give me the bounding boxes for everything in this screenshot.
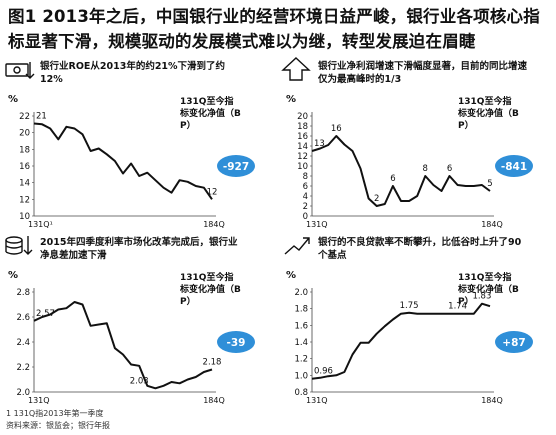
data-label: 1.75 (400, 301, 419, 311)
data-label: 12 (207, 187, 218, 197)
panel-profit-growth: 银行业净利润增速下滑幅度显著，目前的同比增速仅为最高峰时的1/3% 131Q至今指… (281, 56, 552, 232)
y-tick-label: 1.6 (294, 321, 308, 331)
y-tick-label: 2 (303, 202, 308, 212)
stacked-coins-down-icon (5, 236, 33, 255)
data-label: 0.96 (314, 367, 333, 377)
x-end-label: 184Q (481, 396, 503, 405)
change-badge (217, 155, 255, 177)
y-tick-label: 22 (19, 112, 30, 122)
profit-growth-chart: 银行业净利润增速下滑幅度显著，目前的同比增速仅为最高峰时的1/3% 131Q至今指… (281, 57, 533, 229)
x-end-label: 184Q (203, 220, 225, 229)
panel-caption: 2015年四季度利率市场化改革完成后，银行业净息差加速下滑 (40, 236, 238, 261)
y-tick-label: 1.8 (294, 305, 308, 315)
y-tick-label: 1.4 (294, 338, 308, 348)
series-line (311, 302, 491, 380)
data-label: 6 (390, 174, 395, 184)
y-tick-label: 6 (303, 182, 308, 192)
y-tick-label: 12 (297, 152, 308, 162)
metric-label: 131Q至今指标变化净值（B P） (457, 95, 519, 131)
data-label: 8 (423, 164, 428, 174)
arrow-up-outline-icon (281, 57, 311, 81)
data-label: 5 (487, 179, 492, 189)
money-bill-down-icon (5, 62, 35, 79)
series-line (311, 135, 491, 207)
x-start-label: 131Q (306, 396, 328, 405)
x-start-label: 131Q¹ (28, 220, 53, 229)
metric-label: 131Q至今指标变化净值（B P） (179, 95, 241, 131)
change-badge-value: -927 (223, 161, 249, 173)
y-tick-label: 2.6 (16, 313, 30, 323)
change-badge (495, 331, 533, 353)
change-badge (217, 331, 255, 353)
change-badge (495, 155, 533, 177)
footnote-definition: 1 131Q指2013年第一季度 (6, 409, 104, 418)
metric-label: 131Q至今指标变化净值（B P） (457, 271, 519, 307)
roe-chart: 银行业ROE从2013年的约21%下滑到了约 12%% 131Q至今指标变化净值（B… (5, 60, 255, 229)
y-tick-label: 8 (303, 172, 308, 182)
data-label: 2.03 (130, 376, 149, 386)
figure-title: 图1 2013年之后，中国银行业的经营环境日益严峻，银行业各项核心指标显著下滑，… (8, 7, 540, 51)
arrow-up-trend-icon (284, 237, 310, 255)
x-start-label: 131Q (306, 220, 328, 229)
data-label: 1.83 (472, 292, 491, 302)
change-badge-value: -841 (501, 161, 527, 173)
panel-roe: 银行业ROE从2013年的约21%下滑到了约 12%% 131Q至今指标变化净值（B… (4, 56, 274, 232)
data-label: 13 (314, 139, 325, 149)
y-tick-label: 0 (303, 212, 308, 222)
x-start-label: 131Q (28, 396, 50, 405)
metric-label: 131Q至今指标变化净值（B P） (179, 271, 241, 307)
y-tick-label: 2.0 (294, 288, 308, 298)
y-tick-label: 20 (19, 129, 30, 139)
y-tick-label: 10 (19, 212, 30, 222)
x-end-label: 184Q (203, 396, 225, 405)
change-badge-value: -39 (227, 337, 246, 349)
y-tick-label: 20 (297, 112, 308, 122)
y-tick-label: 4 (303, 192, 308, 202)
y-tick-label: 2.0 (16, 388, 30, 398)
data-label: 2 (374, 194, 379, 204)
y-tick-label: 14 (297, 142, 308, 152)
y-tick-label: 0.8 (294, 388, 308, 398)
series-line (33, 122, 213, 200)
y-tick-label: 14 (19, 179, 30, 189)
data-label: 21 (36, 112, 47, 122)
unit-label: % (286, 94, 296, 105)
unit-label: % (8, 270, 18, 281)
y-tick-label: 18 (19, 145, 30, 155)
y-tick-label: 10 (297, 162, 308, 172)
y-tick-label: 18 (297, 122, 308, 132)
y-tick-label: 2.8 (16, 288, 30, 298)
data-label: 1.74 (448, 302, 467, 312)
y-tick-label: 16 (297, 132, 308, 142)
footnote-source: 资料来源：银监会；银行年报 (6, 421, 110, 430)
y-tick-label: 2.4 (16, 338, 30, 348)
y-tick-label: 12 (19, 195, 30, 205)
panel-net-interest-margin: 2015年四季度利率市场化改革完成后，银行业净息差加速下滑% 131Q至今指标变化… (4, 232, 274, 408)
y-tick-label: 1.0 (294, 371, 308, 381)
net-interest-margin-chart: 2015年四季度利率市场化改革完成后，银行业净息差加速下滑% 131Q至今指标变化… (5, 236, 255, 405)
panel-caption: 银行业净利润增速下滑幅度显著，目前的同比增速仅为最高峰时的1/3 (317, 60, 528, 85)
series-line (33, 301, 213, 390)
y-tick-label: 16 (19, 162, 30, 172)
npl-ratio-chart: 银行的不良贷款率不断攀升，比低谷时上升了90 个基点% 131Q至今指标变化净值（B… (284, 236, 533, 405)
data-label: 2.18 (203, 358, 222, 368)
data-label: 2.57 (36, 309, 55, 319)
x-end-label: 184Q (481, 220, 503, 229)
change-badge-value: +87 (502, 337, 525, 349)
data-label: 16 (331, 124, 342, 134)
unit-label: % (8, 94, 18, 105)
y-tick-label: 1.2 (294, 355, 308, 365)
panel-npl-ratio: 银行的不良贷款率不断攀升，比低谷时上升了90 个基点% 131Q至今指标变化净值（B… (282, 232, 552, 408)
unit-label: % (286, 270, 296, 281)
panel-caption: 银行业ROE从2013年的约21%下滑到了约 12% (40, 60, 225, 85)
y-tick-label: 2.2 (16, 363, 30, 373)
data-label: 6 (447, 164, 452, 174)
panel-caption: 银行的不良贷款率不断攀升，比低谷时上升了90 个基点 (317, 236, 522, 261)
